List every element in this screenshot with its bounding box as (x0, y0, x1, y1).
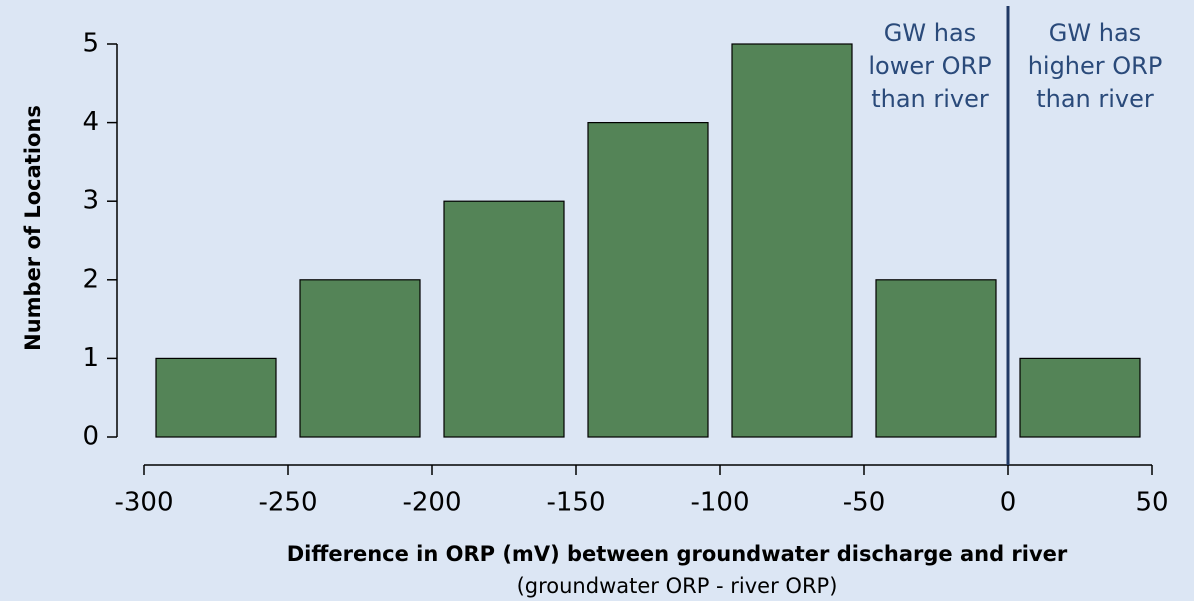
annotation: lower ORP (868, 52, 991, 80)
x-tick-label: -50 (843, 488, 885, 518)
x-tick-label: -250 (258, 488, 317, 518)
annotation: GW has (1049, 19, 1141, 47)
y-tick-label: 5 (82, 29, 99, 59)
x-tick-label: -150 (546, 488, 605, 518)
x-tick-label: 0 (1000, 488, 1017, 518)
annotation: higher ORP (1028, 52, 1163, 80)
bar (731, 43, 853, 438)
bar (155, 357, 277, 438)
x-axis-sublabel: (groundwater ORP - river ORP) (517, 574, 838, 598)
bar (875, 279, 997, 438)
bar (587, 121, 709, 438)
x-axis-label: Difference in ORP (mV) between groundwat… (287, 542, 1068, 566)
bar (1019, 357, 1141, 438)
annotation: than river (1036, 85, 1154, 113)
x-tick-label: -200 (402, 488, 461, 518)
x-tick-label: 50 (1135, 488, 1168, 518)
y-tick-label: 1 (82, 343, 99, 373)
y-axis-label: Number of Locations (21, 105, 45, 351)
annotation: than river (871, 85, 989, 113)
x-tick-label: -300 (114, 488, 173, 518)
y-tick-label: 2 (82, 264, 99, 294)
y-tick-label: 3 (82, 186, 99, 216)
bar (299, 279, 421, 438)
y-tick-label: 0 (82, 422, 99, 452)
annotation: GW has (884, 19, 976, 47)
x-tick-label: -100 (690, 488, 749, 518)
bar (443, 200, 565, 438)
y-tick-label: 4 (82, 107, 99, 137)
